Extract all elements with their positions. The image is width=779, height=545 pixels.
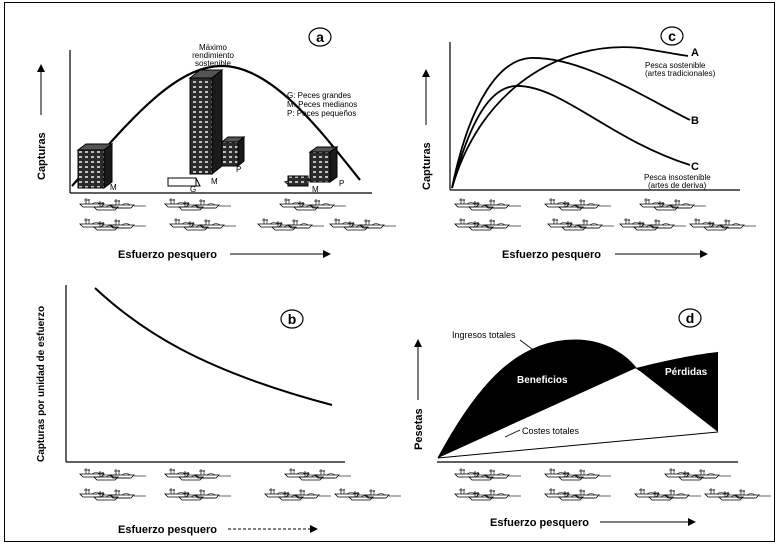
- loss-region: [636, 352, 718, 432]
- panel-d: Pesetas d Ingresos totales Beneficios Pé…: [413, 308, 771, 529]
- panel-d-letter-badge: d: [678, 308, 702, 328]
- cost-line: [437, 431, 719, 459]
- stack-center-g: G: [190, 185, 196, 194]
- panel-b-letter: b: [288, 311, 297, 327]
- msy-label-line2: rendimiento: [192, 51, 234, 60]
- panel-b-xlabel: Esfuerzo pesquero: [118, 524, 217, 536]
- panel-c-boats: [455, 198, 756, 230]
- series-c-letter: C: [691, 161, 699, 173]
- legend-medium-fish: M: Peces medianos: [287, 100, 357, 109]
- profit-label: Beneficios: [517, 375, 568, 386]
- panel-c-ylabel: Capturas: [421, 142, 433, 190]
- stack-center-p: P: [236, 165, 241, 174]
- legend-small-fish: P: Peces pequeños: [287, 109, 356, 118]
- panel-b-cpue-curve: [94, 287, 333, 406]
- revenue-label: Ingresos totales: [452, 330, 516, 340]
- panel-d-xlabel: Esfuerzo pesquero: [490, 517, 589, 529]
- panel-a-boats: [80, 198, 396, 230]
- panel-c-letter-badge: c: [660, 26, 684, 46]
- panel-a-letter: a: [316, 29, 324, 45]
- page-border: [4, 2, 775, 542]
- panel-c-ylabel-group: Capturas: [421, 69, 433, 190]
- panel-c-curve-b: [451, 57, 691, 189]
- msy-label-line1: Máximo: [199, 43, 228, 52]
- stack-center: G M P: [167, 68, 246, 194]
- loss-label: Pérdidas: [665, 367, 708, 378]
- panel-b-ylabel: Capturas por unidad de esfuerzo: [36, 306, 47, 462]
- series-c-note-line1: Pesca insostenible: [644, 173, 711, 182]
- revenue-curve: [437, 339, 719, 459]
- profit-region: [438, 340, 636, 458]
- panel-c-curve-a: [451, 46, 689, 189]
- stack-right-p: P: [339, 179, 344, 188]
- panel-d-ylabel-group: Pesetas: [413, 339, 425, 450]
- panel-a-letter-badge: a: [308, 27, 332, 47]
- panel-a-ylabel: Capturas: [36, 132, 48, 180]
- series-b-letter: B: [691, 115, 699, 127]
- panel-d-ylabel: Pesetas: [413, 408, 425, 450]
- panel-d-letter: d: [686, 310, 695, 326]
- panel-a-xlabel: Esfuerzo pesquero: [118, 249, 217, 261]
- cost-label: Costes totales: [522, 426, 580, 436]
- series-a-note-line2: (artes tradicionales): [645, 69, 716, 78]
- stack-center-m: M: [211, 177, 218, 186]
- panel-b: Capturas por unidad de esfuerzo b Esfuer…: [36, 285, 401, 536]
- panel-a-yield-curve: [71, 64, 361, 187]
- series-a-note-line1: Pesca sostenible: [645, 61, 706, 70]
- msy-label-line3: sostenible: [195, 59, 232, 68]
- series-c-note-line2: (artes de deriva): [648, 181, 707, 190]
- panel-a: Capturas a Máximo rendimiento sostenible…: [36, 27, 396, 261]
- legend-large-fish: G: Peces grandes: [287, 91, 351, 100]
- panel-d-boats: [455, 468, 771, 500]
- series-a-letter: A: [691, 47, 699, 59]
- panel-c-xlabel: Esfuerzo pesquero: [502, 249, 601, 261]
- stack-right: M P: [283, 146, 344, 194]
- stack-left: M: [76, 143, 117, 192]
- stack-right-m: M: [312, 185, 319, 194]
- panel-c-letter: c: [668, 28, 676, 44]
- stack-left-m: M: [110, 183, 117, 192]
- panel-c-curve-c: [451, 85, 691, 189]
- panel-b-letter-badge: b: [280, 309, 304, 329]
- panel-b-boats: [80, 468, 401, 500]
- panel-a-ylabel-group: Capturas: [36, 64, 48, 180]
- panel-c: Capturas c A Pesca sostenible (artes tra…: [421, 26, 756, 261]
